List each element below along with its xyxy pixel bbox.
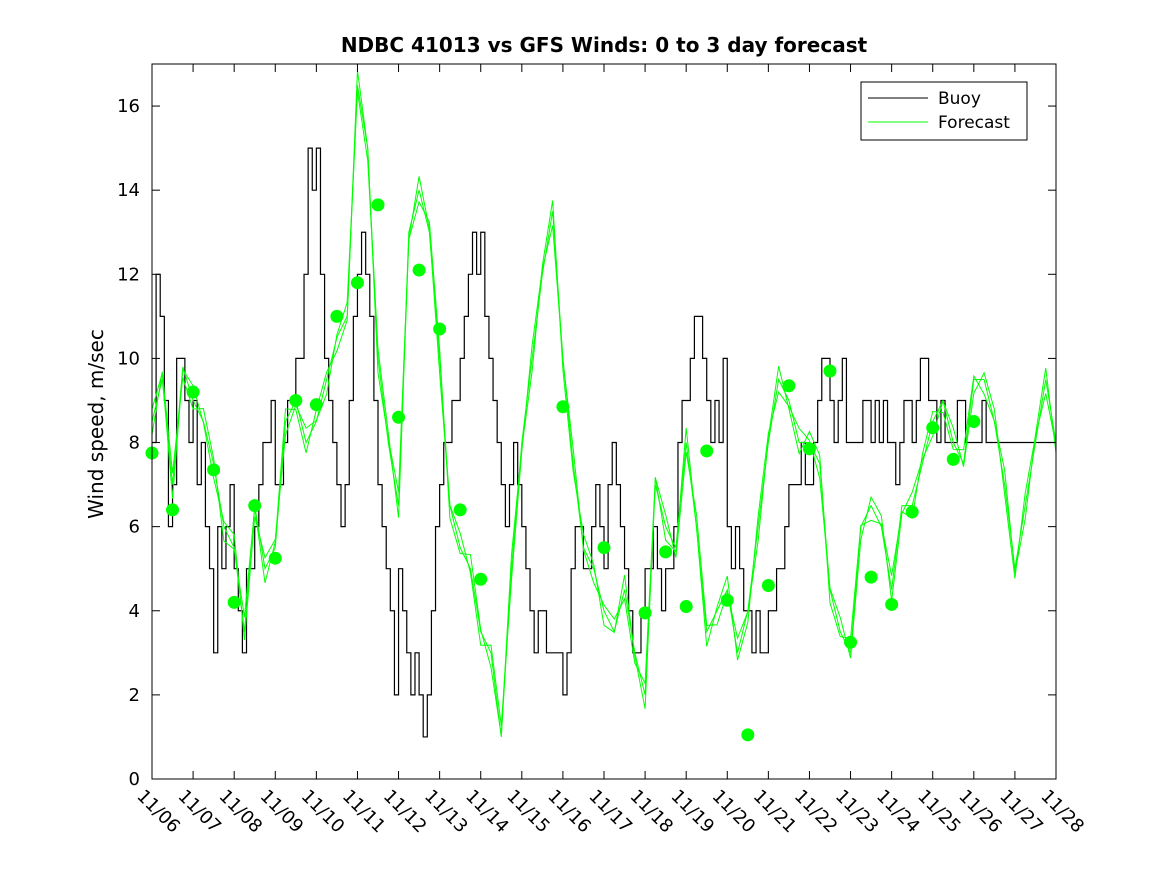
plot-area [145, 70, 1057, 742]
forecast-marker [289, 393, 303, 407]
forecast-marker [248, 499, 262, 513]
y-tick-label: 10 [117, 348, 140, 369]
forecast-marker [556, 400, 570, 414]
legend: Buoy Forecast [860, 81, 1028, 141]
forecast-marker [309, 398, 323, 412]
forecast-marker [844, 635, 858, 649]
y-tick-label: 8 [129, 433, 140, 454]
forecast-marker [412, 263, 426, 277]
forecast-marker [679, 600, 693, 614]
y-tick-label: 14 [117, 180, 140, 201]
forecast-marker [227, 595, 241, 609]
y-axis-label: Wind speed, m/sec [84, 329, 108, 519]
forecast-marker [782, 379, 796, 393]
chart-title: NDBC 41013 vs GFS Winds: 0 to 3 day fore… [341, 33, 868, 57]
forecast-marker [330, 309, 344, 323]
forecast-marker [392, 410, 406, 424]
forecast-series-line [151, 91, 1057, 726]
forecast-marker [186, 385, 200, 399]
legend-box [860, 81, 1028, 141]
y-tick-label: 16 [117, 96, 140, 117]
forecast-marker [268, 551, 282, 565]
legend-buoy-label: Buoy [938, 89, 981, 109]
forecast-marker [905, 505, 919, 519]
y-tick-label: 4 [129, 601, 140, 622]
y-tick-label: 12 [117, 264, 140, 285]
forecast-marker [207, 463, 221, 477]
forecast-marker [371, 198, 385, 212]
forecast-marker [823, 364, 837, 378]
forecast-marker [720, 593, 734, 607]
forecast-marker [659, 545, 673, 559]
forecast-marker [864, 570, 878, 584]
y-tick-label: 6 [129, 517, 140, 538]
y-tick-label: 2 [129, 685, 140, 706]
forecast-marker [474, 572, 488, 586]
forecast-marker [350, 276, 364, 290]
forecast-marker [885, 597, 899, 611]
forecast-series-line [151, 70, 1057, 736]
forecast-marker [761, 579, 775, 593]
forecast-marker [926, 421, 940, 435]
forecast-marker [741, 728, 755, 742]
forecast-marker [946, 452, 960, 466]
legend-forecast-label: Forecast [938, 113, 1010, 133]
forecast-marker [433, 322, 447, 336]
forecast-marker [597, 541, 611, 555]
forecast-marker [700, 444, 714, 458]
forecast-marker [638, 606, 652, 620]
y-tick-label: 0 [129, 769, 140, 790]
forecast-marker [967, 415, 981, 428]
forecast-marker [166, 503, 180, 517]
forecast-marker [802, 442, 816, 456]
forecast-marker [453, 503, 467, 517]
